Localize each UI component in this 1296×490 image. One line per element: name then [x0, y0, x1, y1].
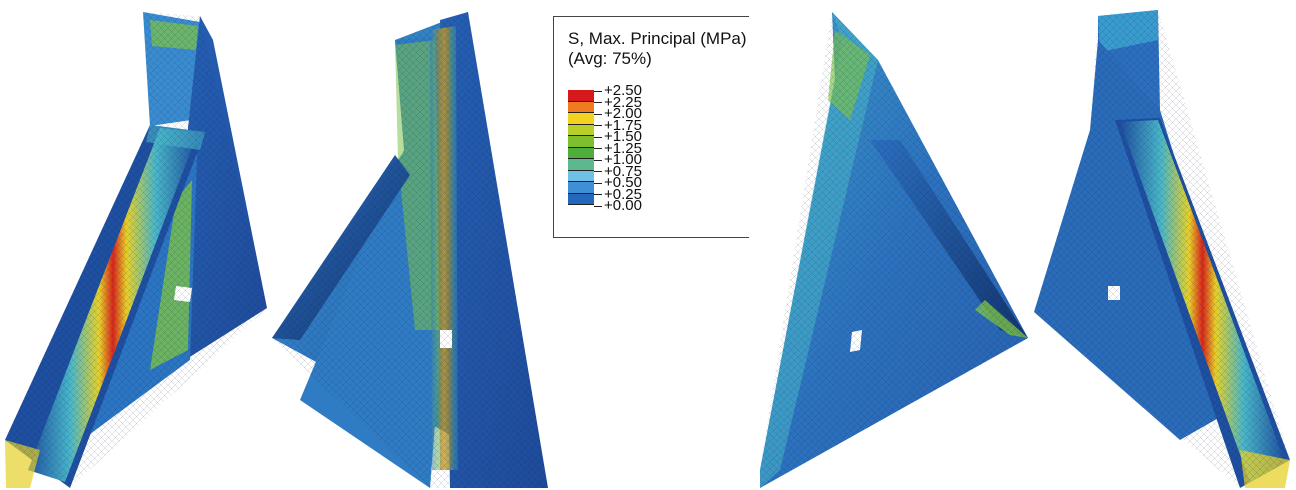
legend-swatch — [568, 147, 594, 159]
view4-mesh — [1034, 10, 1290, 488]
view-3 — [760, 12, 1028, 488]
view-2 — [272, 12, 548, 488]
view1-mesh — [5, 12, 267, 488]
view-1 — [5, 12, 267, 488]
legend-swatch — [568, 159, 594, 171]
legend-swatch — [568, 182, 594, 194]
view2-mesh — [272, 12, 548, 488]
legend-swatch — [568, 170, 594, 182]
legend-swatch — [568, 124, 594, 136]
legend-swatch — [568, 193, 594, 205]
legend-swatch — [568, 101, 594, 113]
view-4 — [1034, 10, 1290, 488]
view3-mesh — [760, 12, 1028, 488]
legend-subtitle: (Avg: 75%) — [568, 49, 652, 68]
legend-swatch — [568, 136, 594, 148]
legend-swatch — [568, 90, 594, 102]
legend-swatch — [568, 113, 594, 125]
legend-tick-label: +0.00 — [594, 198, 774, 213]
legend-title: S, Max. Principal (MPa) — [568, 29, 747, 48]
legend-colorbar — [568, 90, 594, 205]
stress-legend: S, Max. Principal (MPa) (Avg: 75%) +2.50… — [553, 16, 749, 238]
